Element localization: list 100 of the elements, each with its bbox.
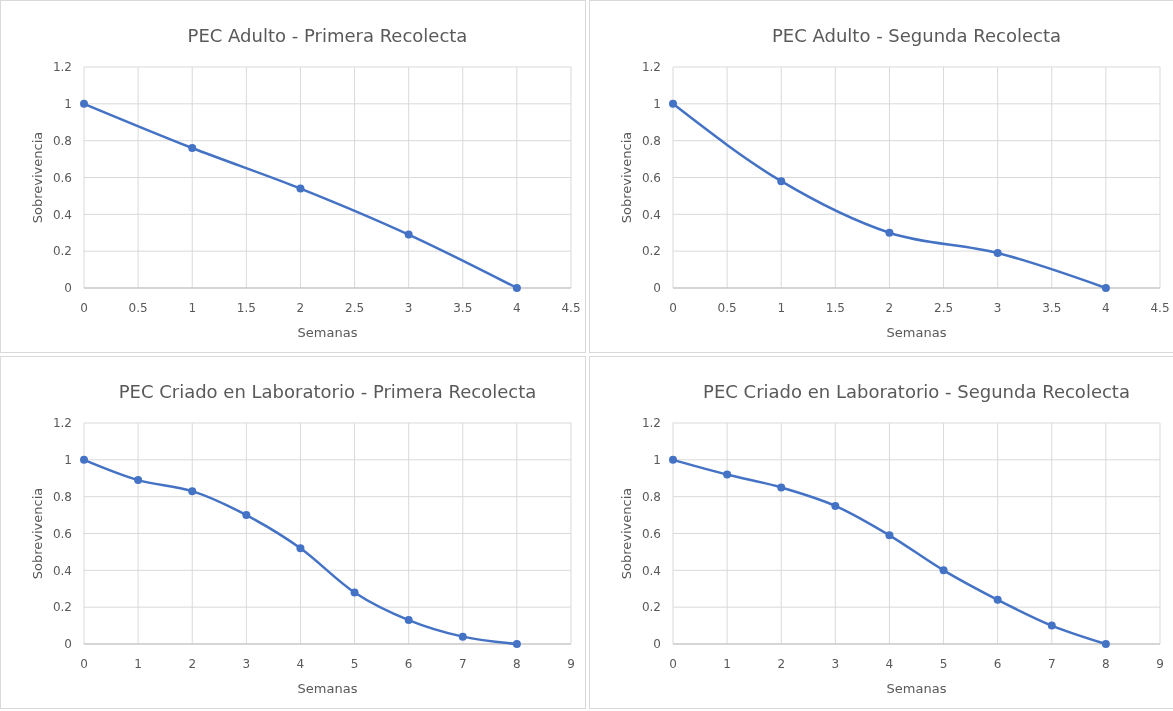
x-tick-label: 2.5 [934, 301, 954, 316]
x-tick-label: 4.5 [1150, 301, 1170, 316]
y-tick-label: 0.8 [641, 133, 661, 148]
y-tick-label: 0.6 [641, 170, 661, 185]
y-tick-label: 0.2 [52, 244, 72, 259]
chart-title: PEC Criado en Laboratorio - Primera Recolecta [118, 381, 537, 402]
x-tick-label: 4 [1102, 301, 1110, 316]
y-axis-title: Sobrevivencia [30, 131, 45, 224]
x-tick-label: 3.5 [453, 301, 473, 316]
x-tick-label: 0 [669, 657, 677, 672]
y-tick-label: 0 [653, 637, 661, 652]
point [885, 228, 894, 237]
x-tick-label: 1 [777, 301, 786, 316]
point [669, 455, 677, 464]
x-tick-label: 1 [723, 657, 731, 672]
y-axis-title: Sobrevivencia [30, 487, 45, 580]
point [296, 544, 305, 553]
point [777, 177, 786, 186]
y-tick-label: 1 [653, 97, 661, 112]
point [669, 99, 677, 108]
x-tick-label: 3 [831, 657, 840, 672]
point [134, 476, 143, 485]
y-tick-label: 0.4 [641, 563, 661, 578]
x-tick-label: 0 [80, 301, 88, 316]
x-tick-label: 4 [513, 301, 521, 316]
y-tick-label: 0.2 [52, 600, 72, 615]
point [512, 640, 521, 648]
point [296, 184, 305, 193]
y-tick-label: 0.2 [641, 244, 661, 259]
y-tick-label: 0 [64, 637, 72, 652]
x-axis-title: Semanas [297, 681, 358, 696]
point [404, 230, 413, 239]
y-axis-title: Sobrevivencia [619, 487, 634, 580]
x-tick-label: 9 [567, 657, 575, 672]
x-tick-label: 9 [1156, 657, 1164, 672]
point [1101, 640, 1110, 648]
x-tick-label: 1.5 [825, 301, 845, 316]
x-tick-label: 0.5 [717, 301, 737, 316]
point [723, 470, 732, 479]
x-tick-label: 8 [513, 657, 521, 672]
point [80, 99, 88, 108]
x-tick-label: 2 [777, 657, 786, 672]
y-tick-label: 1.2 [52, 416, 72, 431]
x-tick-label: 5 [939, 657, 948, 672]
point [188, 144, 197, 153]
x-tick-label: 4.5 [561, 301, 581, 316]
y-tick-label: 0.4 [641, 207, 661, 222]
y-tick-label: 1.2 [641, 60, 661, 75]
point [458, 632, 467, 641]
point [1101, 284, 1110, 292]
y-tick-label: 0.6 [641, 526, 661, 541]
point [939, 566, 948, 575]
y-tick-label: 0.4 [52, 563, 72, 578]
x-tick-label: 1 [134, 657, 142, 672]
point [80, 455, 88, 464]
point [188, 487, 197, 496]
x-tick-label: 2 [885, 301, 894, 316]
y-tick-label: 0.4 [52, 207, 72, 222]
x-tick-label: 7 [458, 657, 467, 672]
point [1047, 621, 1056, 630]
chart-title: PEC Criado en Laboratorio - Segunda Recolecta [703, 381, 1130, 402]
x-tick-label: 3 [404, 301, 413, 316]
x-tick-label: 0.5 [128, 301, 148, 316]
x-tick-label: 6 [993, 657, 1002, 672]
y-tick-label: 1 [653, 453, 661, 468]
x-axis-title: Semanas [886, 325, 947, 340]
point [831, 501, 840, 510]
y-tick-label: 0 [653, 281, 661, 296]
x-tick-label: 1.5 [236, 301, 256, 316]
point [993, 249, 1002, 258]
x-tick-label: 7 [1047, 657, 1056, 672]
point [242, 511, 251, 520]
x-tick-label: 2.5 [345, 301, 365, 316]
x-tick-label: 5 [350, 657, 359, 672]
y-tick-label: 0.8 [52, 489, 72, 504]
x-tick-label: 4 [296, 657, 305, 672]
x-tick-label: 8 [1102, 657, 1110, 672]
y-tick-label: 1.2 [52, 60, 72, 75]
y-tick-label: 0.8 [641, 489, 661, 504]
point [350, 588, 359, 597]
y-tick-label: 0.6 [52, 526, 72, 541]
x-tick-label: 0 [669, 301, 677, 316]
y-tick-label: 0.6 [52, 170, 72, 185]
x-tick-label: 4 [885, 657, 894, 672]
y-tick-label: 1.2 [641, 416, 661, 431]
point [404, 616, 413, 625]
point [512, 284, 521, 292]
y-axis-title: Sobrevivencia [619, 131, 634, 224]
x-axis-title: Semanas [886, 681, 947, 696]
x-tick-label: 3 [993, 301, 1002, 316]
y-tick-label: 0.2 [641, 600, 661, 615]
x-tick-label: 2 [296, 301, 305, 316]
chart-title: PEC Adulto - Primera Recolecta [187, 25, 468, 46]
y-tick-label: 1 [64, 97, 72, 112]
x-tick-label: 2 [188, 657, 197, 672]
y-tick-label: 1 [64, 453, 72, 468]
x-tick-label: 3.5 [1042, 301, 1062, 316]
x-tick-label: 0 [80, 657, 88, 672]
x-tick-label: 3 [242, 657, 251, 672]
x-tick-label: 1 [188, 301, 197, 316]
